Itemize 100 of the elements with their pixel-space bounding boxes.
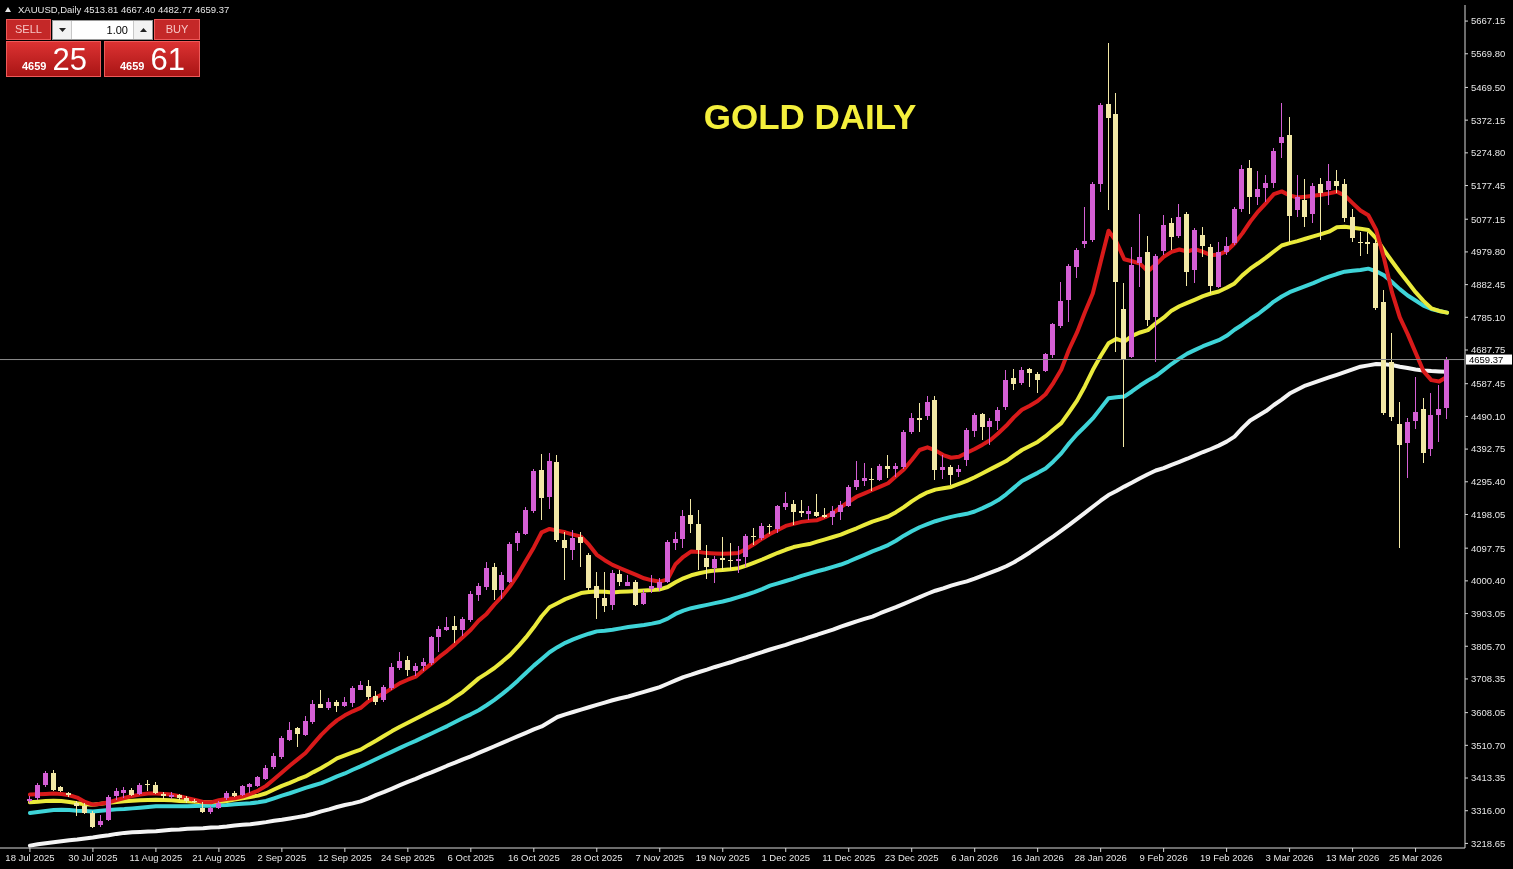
annotation: 61 bbox=[150, 42, 185, 77]
candlestick bbox=[1326, 163, 1331, 206]
y-tick-label: 3510.70 bbox=[1471, 739, 1506, 751]
candlestick bbox=[980, 412, 985, 441]
candlestick bbox=[295, 726, 300, 748]
candlestick bbox=[1358, 231, 1363, 257]
y-tick-label: 4000.40 bbox=[1471, 575, 1506, 587]
candlestick bbox=[1405, 417, 1410, 479]
candlestick bbox=[1169, 217, 1174, 250]
y-tick-label: 4490.10 bbox=[1471, 410, 1506, 422]
candlestick bbox=[862, 462, 867, 487]
candlestick bbox=[1137, 213, 1142, 288]
candlestick bbox=[712, 555, 717, 584]
x-tick-label: 6 Jan 2026 bbox=[951, 852, 999, 863]
candlestick bbox=[1043, 352, 1048, 373]
candlestick bbox=[720, 536, 725, 571]
x-tick-label: 11 Dec 2025 bbox=[822, 852, 876, 863]
x-tick-label: 28 Jan 2026 bbox=[1074, 852, 1127, 863]
candlestick bbox=[633, 579, 638, 607]
x-tick-label: 11 Aug 2025 bbox=[129, 852, 183, 863]
candlestick bbox=[838, 500, 843, 521]
candlestick bbox=[350, 685, 355, 708]
y-tick-label: 4785.10 bbox=[1471, 311, 1506, 323]
x-tick-label: 2 Sep 2025 bbox=[257, 852, 307, 863]
candlestick bbox=[1176, 203, 1181, 239]
x-tick-label: 3 Mar 2026 bbox=[1265, 852, 1314, 863]
candlestick bbox=[1027, 367, 1032, 388]
candlestick bbox=[1224, 236, 1229, 256]
candlestick bbox=[1436, 384, 1441, 443]
buy-button: BUY bbox=[154, 19, 200, 40]
candlestick bbox=[602, 571, 607, 613]
candlestick bbox=[728, 542, 733, 571]
candlestick bbox=[515, 530, 520, 552]
candlestick bbox=[814, 493, 819, 518]
chart-subtitle: XAUUSD,Daily 4513.81 4667.40 4482.77 4659.37 bbox=[18, 4, 230, 15]
candlestick bbox=[736, 545, 741, 574]
y-tick-label: 3708.35 bbox=[1471, 673, 1506, 685]
x-tick-label: 13 Mar 2026 bbox=[1325, 852, 1380, 863]
annotation: 25 bbox=[52, 42, 87, 77]
candlestick bbox=[869, 467, 874, 492]
candlestick bbox=[987, 417, 992, 446]
candlestick bbox=[688, 498, 693, 534]
candlestick bbox=[1200, 226, 1205, 258]
ref-line-label: 4659.37 bbox=[1469, 353, 1504, 365]
candlestick bbox=[767, 523, 772, 535]
sell-button: SELL bbox=[6, 19, 51, 40]
candlestick bbox=[917, 402, 922, 433]
x-tick-label: 30 Jul 2025 bbox=[68, 852, 118, 863]
x-tick-label: 18 Jul 2025 bbox=[5, 852, 55, 863]
y-tick-label: 5569.80 bbox=[1471, 48, 1506, 60]
y-tick-label: 3903.05 bbox=[1471, 607, 1506, 619]
candlestick bbox=[106, 794, 111, 822]
candlestick bbox=[1318, 177, 1323, 241]
candlestick bbox=[51, 769, 56, 792]
candlestick bbox=[310, 699, 315, 725]
candlestick bbox=[909, 412, 914, 435]
y-tick-label: 3608.05 bbox=[1471, 707, 1506, 719]
annotation: 4659 bbox=[120, 60, 145, 72]
y-tick-label: 4882.45 bbox=[1471, 278, 1506, 290]
candlestick bbox=[1074, 248, 1079, 279]
y-tick-label: 3413.35 bbox=[1471, 772, 1506, 784]
y-tick-label: 4587.45 bbox=[1471, 378, 1506, 390]
candlestick bbox=[885, 454, 890, 479]
buy-price-box: 4659 61 bbox=[104, 41, 200, 77]
candlestick bbox=[1035, 371, 1040, 394]
candlestick bbox=[436, 625, 441, 653]
y-tick-label: 4392.75 bbox=[1471, 443, 1506, 455]
candlestick bbox=[570, 529, 575, 561]
candlestick bbox=[389, 662, 394, 691]
sell-price-box: 4659 25 bbox=[6, 41, 101, 77]
x-tick-label: 28 Oct 2025 bbox=[570, 852, 623, 863]
y-tick-label: 4295.40 bbox=[1471, 476, 1506, 488]
y-tick-label: 5177.45 bbox=[1471, 179, 1506, 191]
y-tick-label: 3218.65 bbox=[1471, 837, 1506, 849]
candlestick bbox=[523, 506, 528, 536]
candlestick bbox=[1334, 169, 1339, 194]
x-tick-label: 1 Dec 2025 bbox=[761, 852, 811, 863]
candlestick bbox=[499, 571, 504, 600]
x-tick-label: 24 Sep 2025 bbox=[380, 852, 435, 863]
y-tick-label: 5274.80 bbox=[1471, 147, 1506, 159]
y-tick-label: 3805.70 bbox=[1471, 640, 1506, 652]
annotation: BUY bbox=[165, 23, 189, 35]
y-tick-label: 4687.75 bbox=[1471, 344, 1506, 356]
candlestick bbox=[704, 544, 709, 580]
candlestick bbox=[405, 655, 410, 677]
candlestick bbox=[995, 406, 1000, 431]
x-tick-label: 21 Aug 2025 bbox=[192, 852, 246, 863]
x-tick-label: 25 Mar 2026 bbox=[1388, 852, 1443, 863]
candlestick bbox=[1365, 231, 1370, 255]
x-tick-label: 19 Nov 2025 bbox=[695, 852, 750, 863]
candlestick bbox=[1011, 368, 1016, 391]
candlestick bbox=[680, 509, 685, 549]
candlestick bbox=[673, 531, 678, 551]
candlestick bbox=[791, 499, 796, 526]
candlestick bbox=[775, 504, 780, 534]
text: GOLD DAILY bbox=[703, 97, 917, 136]
candlestick bbox=[854, 460, 859, 491]
y-tick-label: 5372.15 bbox=[1471, 114, 1506, 126]
x-tick-label: 6 Oct 2025 bbox=[447, 852, 495, 863]
x-tick-label: 9 Feb 2026 bbox=[1139, 852, 1188, 863]
